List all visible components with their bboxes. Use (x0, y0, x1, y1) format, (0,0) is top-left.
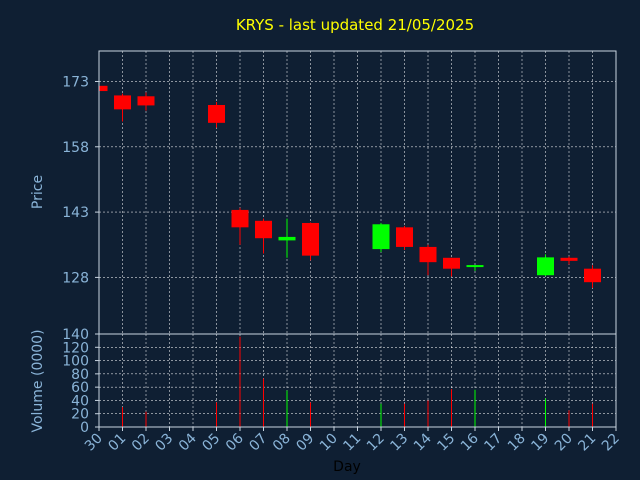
x-tick-label: 01 (105, 431, 129, 455)
candle (466, 265, 484, 271)
candle (584, 265, 601, 288)
price-tick-label: 143 (62, 205, 89, 221)
volume-tick-label: 60 (71, 380, 89, 396)
x-tick-label: 04 (176, 430, 200, 454)
x-ticks: 30 01 02 03 04 05 06 07 08 09 10 11 12 13 14 15 16 17 18 19… (82, 427, 623, 454)
candle-body (99, 85, 108, 92)
candle (98, 85, 108, 93)
chart-title: KRYS - last updated 21/05/2025 (236, 16, 474, 34)
x-tick-label: 18 (505, 431, 529, 455)
x-tick-label: 21 (575, 431, 599, 455)
candle-body (255, 220, 272, 239)
candle (278, 218, 296, 258)
volume-grid (99, 334, 616, 427)
candle-body (466, 265, 484, 268)
x-tick-label: 06 (223, 430, 247, 454)
candle-body (278, 236, 296, 241)
price-tick-label: 128 (62, 270, 89, 286)
volume-tick-label: 100 (62, 354, 89, 370)
price-axis-label: Price (30, 175, 46, 209)
x-axis-label: Day (333, 459, 361, 475)
candle-body (231, 209, 249, 228)
price-tick-label: 173 (62, 74, 89, 90)
x-tick-label: 08 (270, 431, 294, 455)
price-tick-label: 158 (62, 140, 89, 156)
candle (537, 254, 554, 277)
candle-body (396, 227, 413, 247)
x-tick-label: 10 (317, 431, 341, 455)
x-tick-label: 11 (340, 431, 364, 455)
x-tick-label: 19 (528, 431, 552, 455)
candle-body (302, 222, 319, 256)
x-tick-label: 09 (293, 431, 317, 455)
x-tick-label: 22 (599, 431, 623, 455)
candle (255, 218, 272, 254)
candle (137, 92, 155, 111)
candle-body (208, 104, 225, 123)
candle-body (537, 257, 554, 276)
candle (114, 93, 131, 122)
candle (419, 244, 437, 276)
candle-body (584, 268, 601, 283)
candle (231, 207, 249, 245)
volume-tick-label: 140 (62, 327, 89, 343)
volume-tick-label: 20 (71, 407, 89, 423)
x-tick-label: 17 (481, 431, 505, 455)
volume-tick-label: 0 (80, 420, 89, 436)
candle (208, 101, 225, 128)
x-tick-label: 14 (411, 430, 435, 454)
candle-body (114, 95, 131, 110)
candle (372, 222, 390, 253)
candle (560, 256, 578, 265)
x-tick-label: 07 (246, 431, 270, 455)
x-tick-label: 02 (129, 431, 153, 455)
volume-tick-label: 120 (62, 340, 89, 356)
x-tick-label: 12 (364, 431, 388, 455)
candle-body (443, 257, 460, 269)
x-tick-label: 15 (434, 431, 458, 455)
price-y-ticks: 128 143 158 173 (62, 74, 99, 286)
x-tick-label: 03 (152, 431, 176, 455)
candle (396, 226, 413, 250)
candle-body (372, 224, 390, 250)
x-tick-label: 16 (458, 430, 482, 454)
x-tick-label: 13 (387, 431, 411, 455)
x-tick-label: 05 (199, 431, 223, 455)
candles (98, 85, 601, 288)
volume-bars (122, 336, 593, 427)
price-grid (99, 51, 616, 334)
candle-body (560, 257, 578, 261)
candle (443, 257, 460, 277)
volume-tick-label: 40 (71, 393, 89, 409)
volume-axis-label: Volume (0000) (30, 329, 46, 432)
candle-body (137, 96, 155, 106)
x-tick-label: 20 (552, 431, 576, 455)
candle-body (419, 246, 437, 263)
candle (302, 222, 319, 261)
volume-tick-label: 80 (71, 367, 89, 383)
